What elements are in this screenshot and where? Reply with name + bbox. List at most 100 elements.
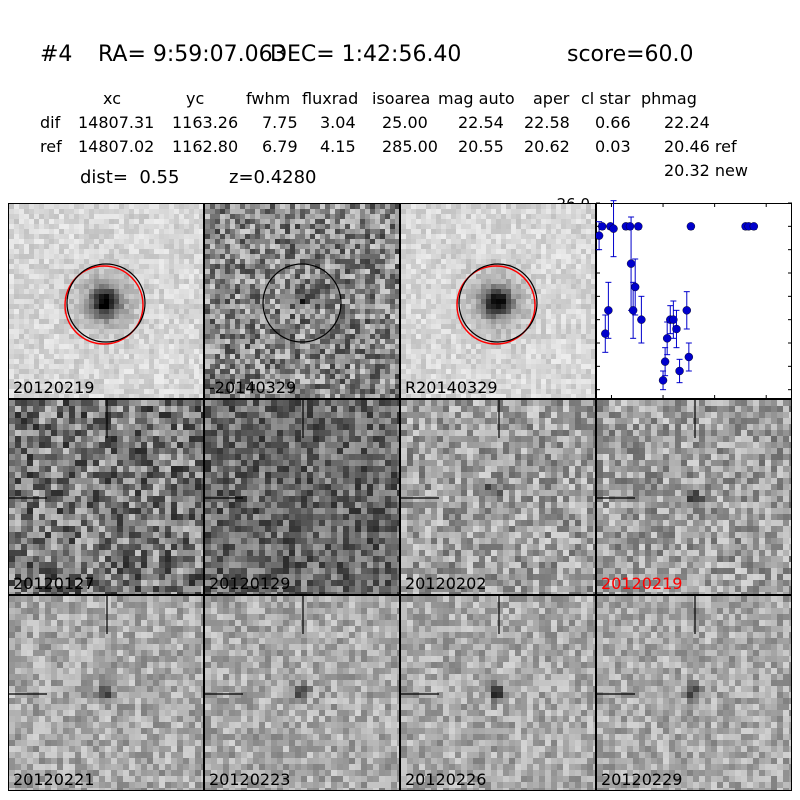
cutout-panel: R20140329: [400, 203, 596, 399]
dif-isoarea: 25.00: [382, 113, 428, 132]
cutout-image: [205, 400, 399, 594]
aperture-circle: [262, 263, 342, 343]
col-header-isoarea: isoarea: [372, 89, 431, 108]
cutout-panel: 20120219: [8, 203, 204, 399]
redshift-value: z=0.4280: [229, 167, 317, 188]
cutout-date-label: 20120221: [13, 770, 95, 789]
cutout-grid: 22.022.523.023.524.024.525.025.526.0-500…: [8, 195, 792, 791]
data-point: [609, 224, 618, 233]
cutout-panel: 20120129: [204, 399, 400, 595]
data-point: [672, 324, 681, 334]
cutout-date-label: 20120223: [209, 770, 291, 789]
cutout-image: [205, 204, 399, 398]
cutout-panel: 20120219: [596, 399, 792, 595]
data-point: [628, 306, 638, 315]
row-label-dif: dif: [40, 113, 61, 132]
cutout-date-label: 20120219: [13, 378, 95, 397]
ref-fwhm: 6.79: [262, 137, 298, 156]
dif-xc: 14807.31: [78, 113, 155, 132]
cutout-date-label: 20120127: [13, 574, 95, 593]
ref-yc: 1162.80: [172, 137, 239, 156]
ref-mag-auto: 20.55: [458, 137, 504, 156]
data-point: [601, 329, 610, 338]
data-point: [686, 222, 696, 231]
cutout-image: [401, 204, 595, 398]
data-point: [660, 357, 670, 366]
cutout-panel: 20120226: [400, 595, 596, 791]
ref-isoarea: 285.00: [382, 137, 438, 156]
data-point: [682, 306, 691, 315]
data-point: [684, 352, 694, 362]
cutout-image: [597, 400, 791, 594]
candidate-id: #4: [40, 42, 73, 67]
aperture-circle: [66, 263, 146, 343]
data-point: [662, 334, 672, 343]
dif-fwhm: 7.75: [262, 113, 298, 132]
dif-yc: 1163.26: [172, 113, 239, 132]
cutout-image: [205, 596, 399, 790]
data-point: [637, 315, 646, 324]
cutout-panel: 20120223: [204, 595, 400, 791]
cutout-panel: 20120229: [596, 595, 792, 791]
data-point: [626, 259, 636, 268]
data-point: [631, 282, 640, 292]
data-point: [634, 222, 643, 231]
cutout-date-label: 20120229: [601, 770, 683, 789]
dif-cl-star: 0.66: [595, 113, 631, 132]
cutout-image: [9, 596, 203, 790]
ref-phmag: 20.46 ref: [664, 137, 737, 156]
data-point: [658, 376, 668, 385]
col-header-fluxrad: fluxrad: [302, 89, 359, 108]
data-point: [594, 231, 604, 240]
col-header-phmag: phmag: [641, 89, 697, 108]
score-value: score=60.0: [567, 42, 694, 67]
data-point: [675, 366, 684, 376]
cutout-date-label: 20120226: [405, 770, 487, 789]
cutout-image: [401, 596, 595, 790]
cutout-panel: -20140329: [204, 203, 400, 399]
reference-aperture-circle: [64, 265, 144, 345]
new-phmag: 20.32 new: [664, 161, 748, 180]
dist-value: dist= 0.55: [80, 167, 180, 188]
ref-xc: 14807.02: [78, 137, 155, 156]
cutout-date-label: R20140329: [405, 378, 498, 397]
col-header-mag-auto: mag auto: [438, 89, 515, 108]
cutout-panel: 20120221: [8, 595, 204, 791]
cutout-date-label: 20120202: [405, 574, 487, 593]
light-curve-chart: 22.022.523.023.524.024.525.025.526.0-500…: [557, 195, 792, 421]
dif-fluxrad: 3.04: [320, 113, 356, 132]
col-header-xc: xc: [103, 89, 121, 108]
candidate-header: #4 RA= 9:59:07.063 DEC= 1:42:56.40 score…: [40, 42, 694, 167]
ra-coordinate: RA= 9:59:07.063: [98, 42, 287, 67]
col-header-cl-star: cl star: [581, 89, 631, 108]
reference-aperture-circle: [456, 265, 536, 345]
col-header-aper: aper: [533, 89, 570, 108]
dif-aper: 22.58: [524, 113, 570, 132]
dif-mag-auto: 22.54: [458, 113, 504, 132]
cutout-date-label: 20120219: [601, 574, 683, 593]
ref-fluxrad: 4.15: [320, 137, 356, 156]
dif-phmag: 22.24: [664, 113, 710, 132]
dec-coordinate: DEC= 1:42:56.40: [270, 42, 462, 67]
data-point: [597, 222, 607, 231]
cutout-panel: 20120202: [400, 399, 596, 595]
cutout-date-label: -20140329: [209, 378, 297, 397]
data-point: [669, 315, 678, 324]
cutout-date-label: 20120129: [209, 574, 291, 593]
data-point: [604, 306, 613, 315]
cutout-image: [597, 596, 791, 790]
col-header-fwhm: fwhm: [246, 89, 291, 108]
row-label-ref: ref: [40, 137, 62, 156]
cutout-panel: 20120127: [8, 399, 204, 595]
plot-area: [596, 203, 792, 399]
ref-cl-star: 0.03: [595, 137, 631, 156]
data-point: [625, 222, 635, 231]
col-header-yc: yc: [186, 89, 205, 108]
aperture-circle: [458, 263, 538, 343]
ref-aper: 20.62: [524, 137, 570, 156]
cutout-image: [401, 400, 595, 594]
cutout-image: [9, 204, 203, 398]
cutout-image: [9, 400, 203, 594]
data-point: [749, 222, 759, 231]
light-curve-svg: 22.022.523.023.524.024.525.025.526.0-500…: [557, 195, 792, 421]
